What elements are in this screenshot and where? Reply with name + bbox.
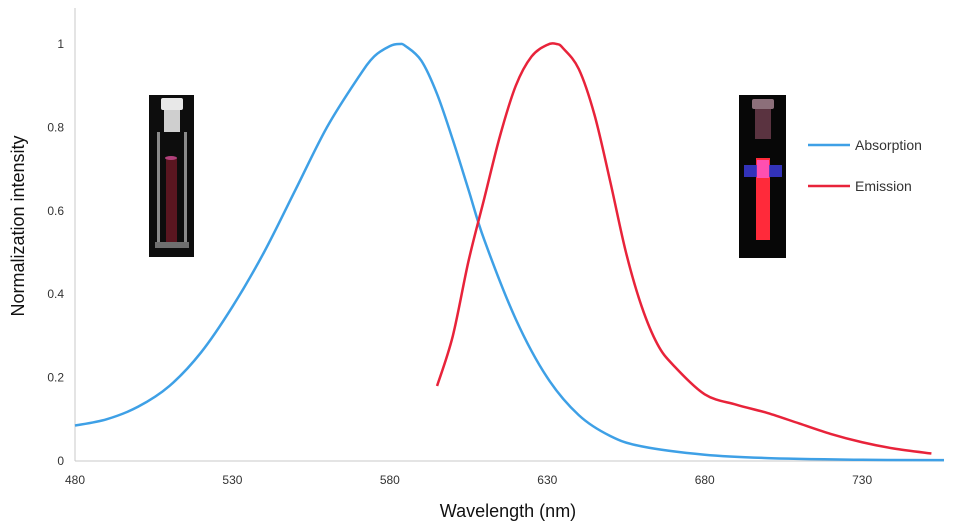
x-tick-label: 680 <box>695 473 715 487</box>
x-tick-label: 530 <box>222 473 242 487</box>
y-tick-label: 1 <box>57 37 64 51</box>
fluorescence-cuvette-photo <box>739 95 786 258</box>
x-tick-label: 580 <box>380 473 400 487</box>
y-tick-label: 0.6 <box>47 204 64 218</box>
cuvette-photo <box>149 95 194 257</box>
x-tick-labels: 480 530 580 630 680 730 <box>65 473 872 487</box>
y-tick-labels: 0 0.2 0.4 0.6 0.8 1 <box>47 37 64 468</box>
cuvette-glass-right <box>184 132 187 244</box>
y-tick-label: 0.4 <box>47 287 64 301</box>
legend-label-emission: Emission <box>855 178 912 194</box>
y-tick-label: 0 <box>57 454 64 468</box>
series-lines <box>74 42 945 462</box>
x-axis-title: Wavelength (nm) <box>440 501 576 521</box>
legend: Absorption Emission <box>808 137 922 194</box>
y-axis-title: Normalization intensity <box>8 135 28 316</box>
fluorescence-cuvette-cap <box>752 99 774 109</box>
x-tick-label: 730 <box>852 473 872 487</box>
fluorescence-solution <box>756 158 770 240</box>
cuvette-glass-left <box>157 132 160 244</box>
x-tick-label: 630 <box>537 473 557 487</box>
fluorescence-cuvette-neck <box>755 109 771 139</box>
y-tick-label: 0.8 <box>47 120 64 134</box>
cuvette-solution <box>166 158 177 242</box>
cuvette-neck <box>164 110 180 132</box>
cuvette-meniscus <box>165 156 177 160</box>
x-tick-label: 480 <box>65 473 85 487</box>
fluorescence-pink-glow <box>757 160 769 178</box>
series-line-emission <box>435 42 932 455</box>
cuvette-cap <box>161 98 183 110</box>
legend-label-absorption: Absorption <box>855 137 922 153</box>
cuvette-base <box>155 242 189 248</box>
y-tick-label: 0.2 <box>47 371 64 385</box>
series-line-absorption <box>74 42 945 462</box>
